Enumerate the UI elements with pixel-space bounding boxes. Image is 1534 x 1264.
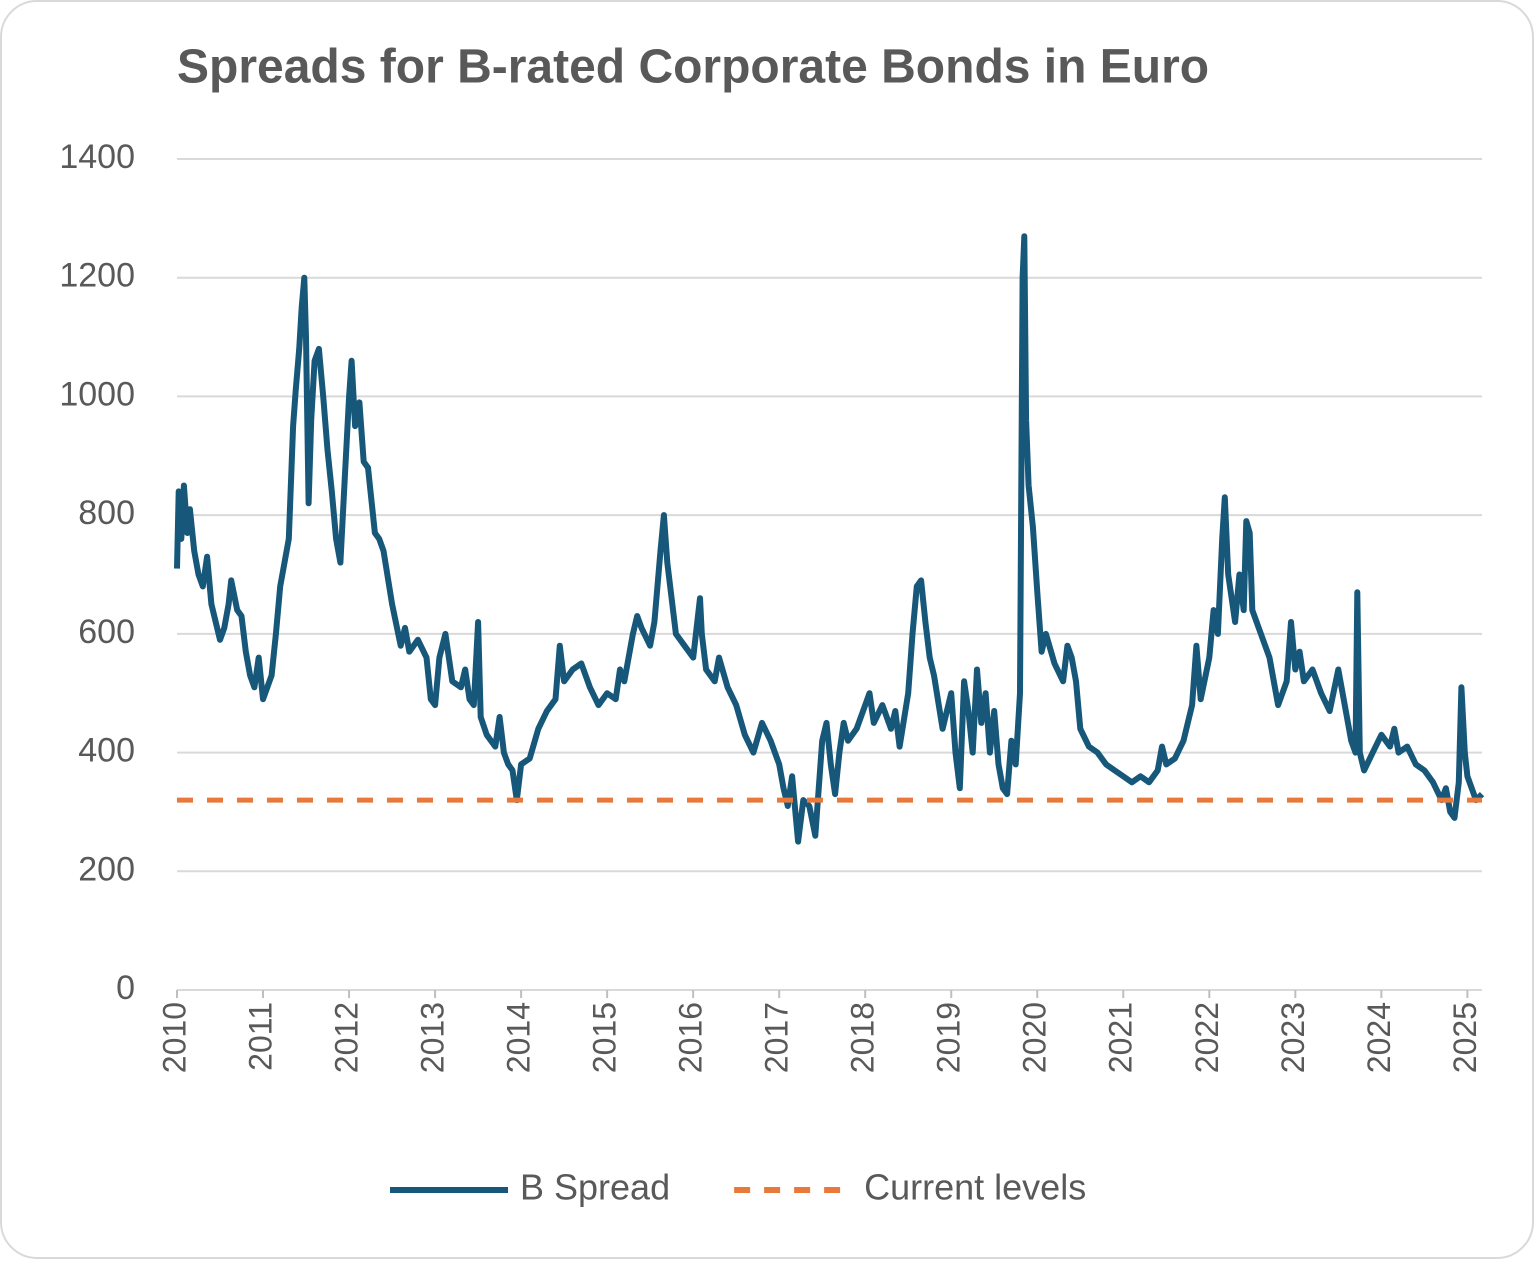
x-tick-label: 2019	[931, 1002, 967, 1073]
x-tick-label: 2013	[415, 1002, 451, 1073]
x-tick-label: 2016	[673, 1002, 709, 1073]
legend-label: B Spread	[520, 1167, 670, 1208]
x-tick-label: 2011	[242, 1002, 278, 1071]
x-tick-label: 2012	[329, 1002, 365, 1073]
x-tick-label: 2020	[1017, 1002, 1053, 1073]
x-tick-label: 2018	[845, 1002, 881, 1073]
y-tick-label: 600	[78, 613, 135, 651]
y-tick-label: 800	[78, 494, 135, 532]
x-tick-label: 2021	[1103, 1002, 1139, 1073]
series-line	[174, 233, 1485, 845]
x-tick-label: 2025	[1447, 1002, 1483, 1073]
y-tick-label: 400	[78, 732, 135, 770]
x-tick-label: 2015	[587, 1002, 623, 1073]
x-tick-label: 2024	[1361, 1002, 1397, 1073]
y-tick-label: 200	[78, 850, 135, 888]
legend-label: Current levels	[864, 1167, 1086, 1208]
x-tick-label: 2023	[1275, 1002, 1311, 1073]
chart-title: Spreads for B-rated Corporate Bonds in E…	[177, 41, 1209, 94]
x-tick-label: 2010	[156, 1002, 192, 1073]
x-tick-label: 2017	[759, 1002, 795, 1073]
y-tick-label: 1400	[59, 138, 135, 176]
y-tick-label: 0	[116, 969, 135, 1007]
x-tick-label: 2014	[501, 1002, 537, 1073]
x-tick-label: 2022	[1189, 1002, 1225, 1073]
y-tick-label: 1200	[59, 257, 135, 295]
y-tick-label: 1000	[59, 375, 135, 413]
